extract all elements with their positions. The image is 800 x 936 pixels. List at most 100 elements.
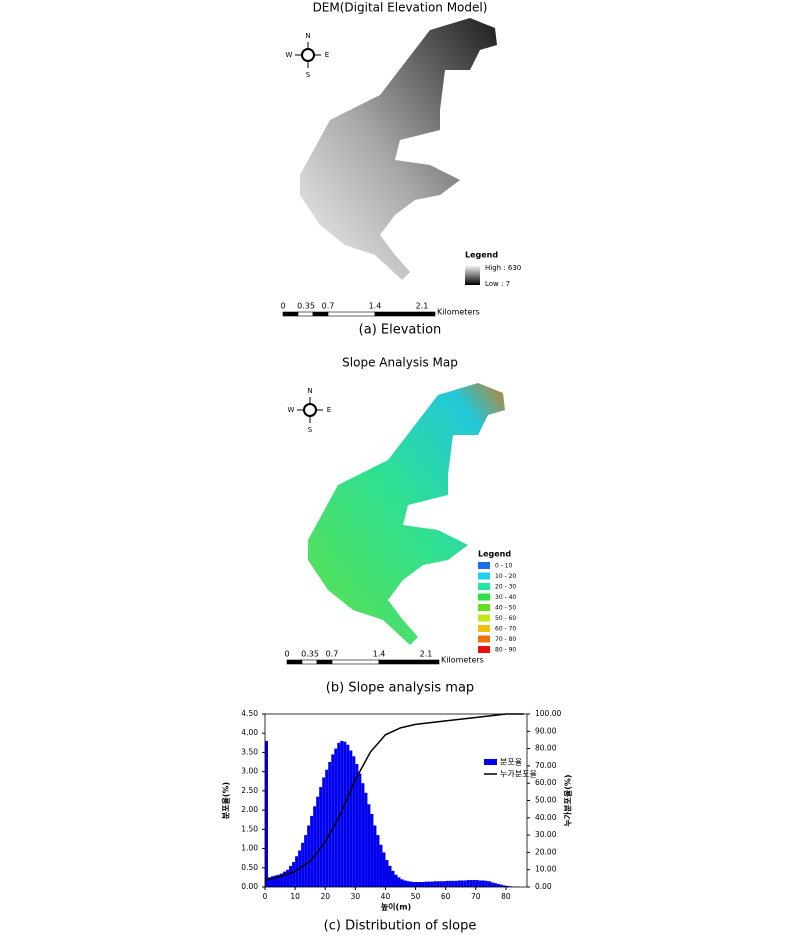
scale-label: 0.35 [297,302,315,311]
bar [433,881,437,887]
bar [436,881,440,887]
bar [316,796,320,887]
bar [457,880,461,887]
bar [448,880,452,887]
scale-unit: Kilometers [441,656,484,665]
bar [349,750,353,887]
bar [421,882,425,887]
y-tick-label: 2.00 [241,805,258,814]
bar [472,880,476,887]
legend-label: Low : 7 [485,280,510,288]
bar [343,741,347,887]
compass-label: W [288,406,295,414]
compass-ring [301,48,315,62]
legend-label: 0 - 10 [495,563,513,570]
bar [439,881,443,887]
scale-segment [331,659,380,665]
scale-unit: Kilometers [437,308,480,317]
compass-label: E [327,406,331,414]
bar [295,856,299,887]
y-tick-label: 1.00 [241,844,258,853]
bar [376,835,380,887]
bar [310,815,314,887]
compass-label: S [306,71,311,79]
legend-swatch [478,604,490,611]
bar [385,860,389,887]
bar [403,880,407,887]
bar [322,777,326,887]
legend-label: 50 - 60 [495,615,516,622]
legend-swatch [478,646,490,653]
caption: (c) Distribution of slope [324,919,477,934]
bar [313,806,317,887]
scale-segment [282,311,299,317]
scale-segment [374,311,436,317]
y2-axis-label: 누가분포율(%) [563,774,573,826]
legend-swatch [478,635,490,643]
map-area [300,18,497,280]
bar [487,881,491,887]
bar [382,852,386,887]
compass-label: N [305,32,310,40]
y2-tick-label: 60.00 [535,778,557,787]
legend-swatch [478,593,490,601]
bar [277,874,281,887]
legend-swatch [478,625,490,632]
bar [328,762,332,887]
scale-segment [286,659,303,665]
scale-label: 2.1 [420,650,433,659]
scale-label: 2.1 [416,302,429,311]
x-tick-label: 30 [351,892,361,901]
y-tick-label: 4.00 [241,728,258,737]
bar [499,884,503,887]
legend-swatch [478,614,490,622]
bar [352,756,356,887]
bar [397,877,401,887]
compass-label: E [325,51,329,59]
bar [445,880,449,887]
bar [280,873,284,887]
legend-label: 20 - 30 [495,584,516,591]
compass-label: S [308,426,313,434]
x-tick-label: 20 [320,892,330,901]
legend-swatch [478,583,490,590]
bar [325,769,329,887]
legend-swatch [478,572,490,580]
bar [286,869,290,887]
scale-label: 0 [284,650,289,659]
legend-label: High : 630 [485,264,521,272]
bar [289,865,293,887]
compass-ring [303,403,317,417]
bar [346,744,350,887]
y2-tick-label: 20.00 [535,847,557,856]
bar [430,881,434,887]
bar [271,876,275,887]
bar [418,882,422,887]
bar [319,787,323,887]
bar [502,885,506,887]
bar [355,763,359,887]
bar [334,748,338,887]
legend-title: Legend [465,251,498,260]
scale-label: 0.7 [322,302,335,311]
y2-tick-label: 90.00 [535,726,557,735]
legend-label: 70 - 80 [495,636,516,643]
bar [337,742,341,887]
legend-label: 30 - 40 [495,594,516,601]
y2-tick-label: 100.00 [535,709,561,718]
legend-ramp [465,265,480,285]
scale-label: 0.35 [301,650,319,659]
bar [469,880,473,887]
bar [424,881,428,887]
bar [409,881,413,887]
y-tick-label: 0.00 [241,882,258,891]
bar [388,865,392,887]
y-axis-label: 분포율(%) [221,782,231,819]
scale-label: 1.4 [373,650,386,659]
map-title: DEM(Digital Elevation Model) [313,1,488,15]
caption: (b) Slope analysis map [326,681,474,696]
y-tick-label: 2.50 [241,786,258,795]
y2-tick-label: 70.00 [535,761,557,770]
map-area [308,383,505,645]
y-tick-label: 1.50 [241,824,258,833]
